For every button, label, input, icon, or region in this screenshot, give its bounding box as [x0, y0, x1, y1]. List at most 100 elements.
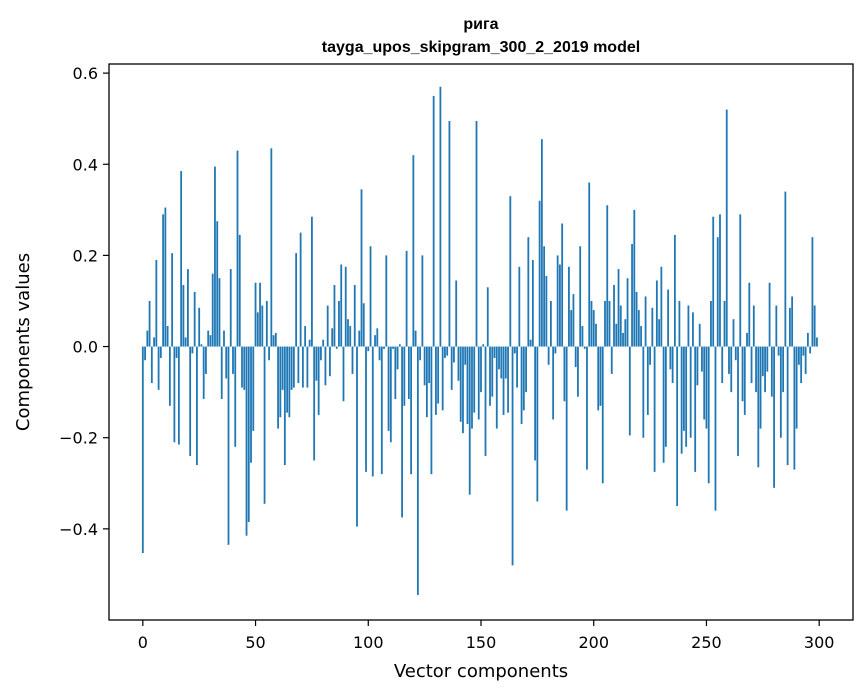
- bar: [326, 305, 329, 347]
- bar: [719, 214, 721, 347]
- bar: [676, 346, 679, 507]
- bar: [394, 346, 397, 399]
- bar: [588, 182, 591, 347]
- bar: [563, 346, 566, 402]
- bar: [340, 264, 343, 347]
- bar: [380, 346, 383, 475]
- y-tick-label: 0.6: [73, 64, 98, 83]
- bar: [538, 200, 541, 347]
- bar: [565, 346, 568, 511]
- bar: [628, 346, 631, 436]
- bar: [351, 346, 354, 374]
- bar: [482, 344, 485, 347]
- bar: [581, 326, 584, 347]
- bar: [734, 346, 737, 361]
- bar: [227, 346, 230, 545]
- bar: [198, 307, 201, 347]
- bar: [398, 344, 401, 347]
- bar: [570, 310, 573, 347]
- bar: [732, 319, 735, 347]
- bar: [743, 346, 746, 415]
- bar: [547, 346, 550, 365]
- bar: [453, 346, 455, 363]
- bar: [518, 266, 521, 347]
- bar: [595, 323, 597, 347]
- x-tick-label: 300: [804, 633, 835, 652]
- bar: [292, 346, 295, 388]
- bar: [504, 346, 507, 379]
- bar: [335, 346, 338, 349]
- bar: [761, 346, 764, 377]
- bar: [755, 346, 757, 393]
- bar: [631, 244, 633, 347]
- bar: [807, 332, 809, 347]
- bar: [556, 255, 559, 347]
- bar: [493, 346, 496, 358]
- bar: [155, 259, 158, 347]
- bar: [205, 346, 207, 374]
- bar: [268, 346, 270, 361]
- bar: [159, 346, 162, 358]
- bar: [746, 332, 748, 347]
- y-tick-label: −0.2: [59, 429, 98, 448]
- bar: [322, 339, 325, 347]
- bar: [320, 346, 322, 361]
- bar: [624, 319, 627, 347]
- bar: [802, 346, 805, 356]
- bar: [635, 291, 638, 347]
- bar: [509, 196, 512, 347]
- bar: [696, 346, 699, 386]
- bar: [360, 189, 363, 347]
- bar: [324, 346, 327, 386]
- bar: [241, 346, 243, 388]
- bar: [164, 207, 167, 347]
- bar: [369, 246, 372, 347]
- bar: [347, 319, 349, 347]
- bar: [441, 346, 444, 411]
- bar: [435, 346, 437, 415]
- bar: [367, 346, 370, 352]
- bar: [484, 346, 487, 456]
- bar: [491, 346, 494, 397]
- bar: [660, 266, 663, 347]
- bar: [448, 120, 451, 347]
- bar: [590, 300, 593, 347]
- chart-title: рига: [463, 16, 498, 33]
- bar: [414, 330, 417, 347]
- bar: [376, 328, 379, 347]
- bar: [311, 216, 313, 347]
- bar: [480, 346, 482, 393]
- bar: [583, 346, 586, 349]
- bar: [439, 86, 442, 347]
- bar: [349, 326, 352, 347]
- bar: [214, 166, 216, 347]
- bar: [410, 346, 413, 475]
- bar: [148, 300, 151, 347]
- bar: [385, 255, 388, 347]
- bar: [389, 346, 392, 443]
- bar: [788, 307, 791, 347]
- bar: [768, 282, 771, 347]
- bar: [200, 344, 203, 347]
- bar: [317, 346, 320, 415]
- bar: [432, 95, 435, 347]
- bar: [804, 346, 807, 374]
- bar: [689, 346, 692, 438]
- bar: [171, 253, 174, 347]
- bar: [658, 319, 661, 347]
- bar: [180, 171, 183, 347]
- bar: [685, 346, 688, 447]
- bar: [306, 346, 309, 388]
- bar: [430, 346, 433, 475]
- bar: [646, 346, 649, 415]
- bar: [728, 346, 730, 374]
- bar: [187, 269, 189, 347]
- bar: [667, 289, 670, 347]
- bar: [405, 250, 408, 347]
- bar: [272, 335, 275, 347]
- bar: [254, 282, 257, 347]
- bar: [407, 346, 410, 399]
- bar: [392, 346, 394, 349]
- bar: [673, 234, 676, 347]
